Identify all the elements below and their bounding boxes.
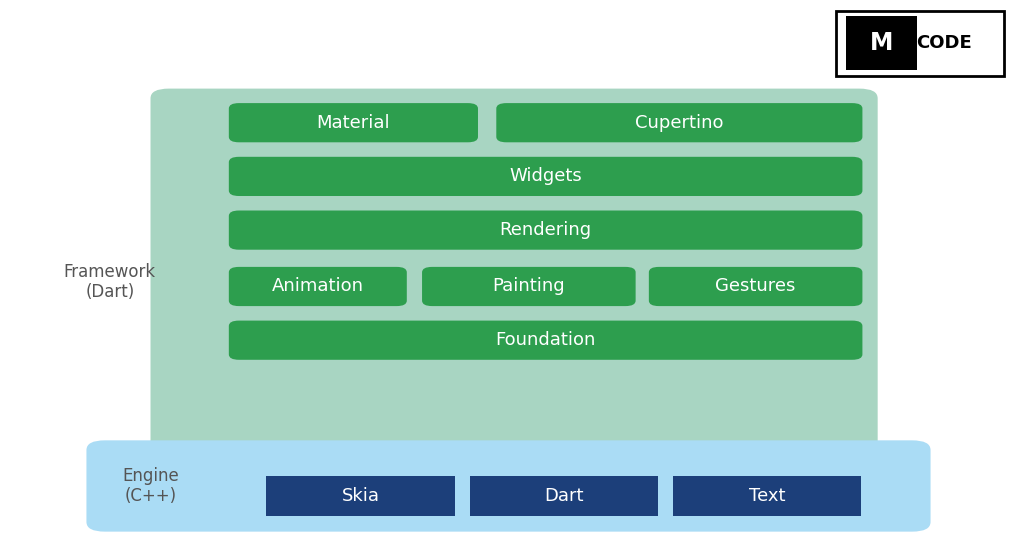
FancyBboxPatch shape <box>422 267 636 306</box>
Text: Framework
(Dart): Framework (Dart) <box>64 263 156 301</box>
Bar <box>846 16 917 70</box>
Text: Animation: Animation <box>272 278 364 295</box>
Bar <box>673 476 861 516</box>
Text: CODE: CODE <box>916 34 971 52</box>
Text: Rendering: Rendering <box>499 221 592 239</box>
Text: Gestures: Gestures <box>715 278 796 295</box>
Text: Dart: Dart <box>544 487 584 505</box>
FancyBboxPatch shape <box>229 267 407 306</box>
Bar <box>836 11 1004 76</box>
FancyBboxPatch shape <box>229 321 862 360</box>
Text: Text: Text <box>750 487 785 505</box>
Text: Foundation: Foundation <box>495 331 596 349</box>
FancyBboxPatch shape <box>649 267 862 306</box>
Text: Cupertino: Cupertino <box>635 114 724 132</box>
FancyBboxPatch shape <box>229 211 862 250</box>
Text: Widgets: Widgets <box>510 168 582 185</box>
Text: Skia: Skia <box>342 487 379 505</box>
FancyBboxPatch shape <box>229 103 478 142</box>
FancyBboxPatch shape <box>496 103 862 142</box>
Text: Engine
(C++): Engine (C++) <box>122 467 179 505</box>
Text: Material: Material <box>316 114 391 132</box>
FancyBboxPatch shape <box>151 89 878 475</box>
Text: M: M <box>871 31 893 55</box>
Bar <box>470 476 658 516</box>
FancyBboxPatch shape <box>86 440 931 532</box>
FancyBboxPatch shape <box>229 157 862 196</box>
Bar <box>266 476 455 516</box>
Text: Painting: Painting <box>492 278 565 295</box>
